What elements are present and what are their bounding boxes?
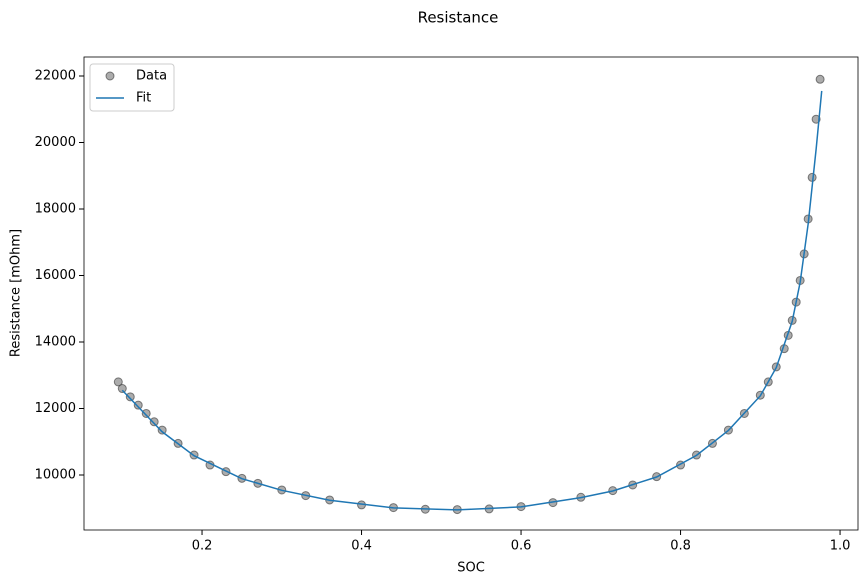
plot-frame (83, 56, 859, 531)
chart-title: Resistance (418, 9, 499, 27)
y-tick-label: 14000 (35, 334, 76, 349)
data-point (113, 377, 123, 387)
x-tick-label: 0.4 (351, 539, 372, 554)
data-point (133, 400, 143, 410)
data-point (141, 408, 151, 418)
x-tick-label: 0.8 (670, 539, 691, 554)
y-tick-label: 22000 (35, 68, 76, 83)
data-point (117, 384, 127, 394)
data-point (149, 417, 159, 427)
fit-line (121, 90, 823, 511)
x-tick-label: 0.2 (192, 539, 213, 554)
x-axis-label: SOC (457, 561, 485, 576)
legend-label: Fit (136, 91, 151, 106)
y-tick-label: 16000 (35, 268, 76, 283)
legend-label: Data (136, 69, 167, 84)
y-tick-label: 18000 (35, 201, 76, 216)
y-axis-label: Resistance [mOhm] (9, 229, 24, 357)
x-tick-label: 1.0 (830, 539, 851, 554)
y-tick-label: 12000 (35, 401, 76, 416)
legend-marker (105, 71, 115, 81)
x-tick-label: 0.6 (511, 539, 532, 554)
y-tick-label: 10000 (35, 468, 76, 483)
y-tick-label: 20000 (35, 135, 76, 150)
data-point (125, 392, 135, 402)
data-point (815, 74, 825, 84)
data-point (157, 425, 167, 435)
